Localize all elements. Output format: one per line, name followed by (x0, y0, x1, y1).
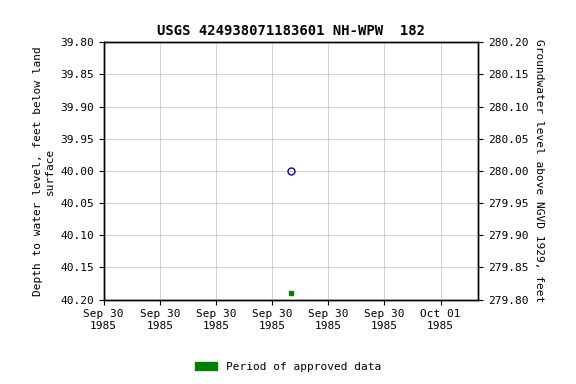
Y-axis label: Depth to water level, feet below land
surface: Depth to water level, feet below land su… (33, 46, 55, 296)
Y-axis label: Groundwater level above NGVD 1929, feet: Groundwater level above NGVD 1929, feet (534, 39, 544, 303)
Legend: Period of approved data: Period of approved data (191, 358, 385, 377)
Title: USGS 424938071183601 NH-WPW  182: USGS 424938071183601 NH-WPW 182 (157, 24, 425, 38)
